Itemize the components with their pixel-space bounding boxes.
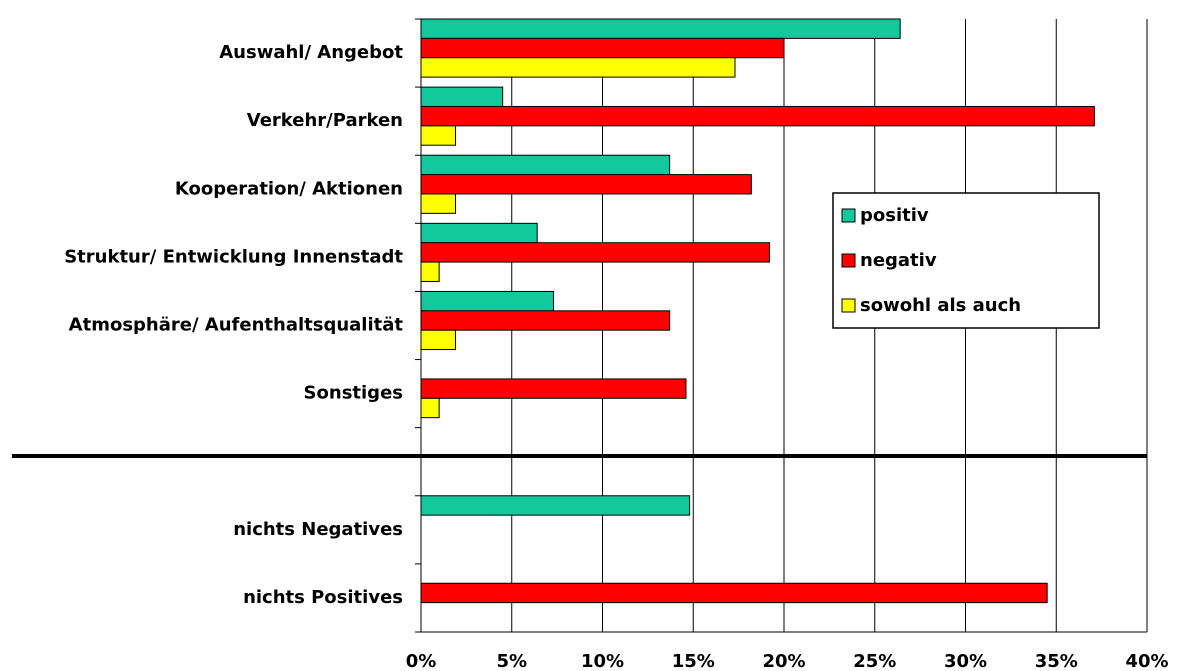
- x-tick-label: 35%: [1035, 651, 1078, 671]
- y-tick-label: nichts Negatives: [233, 519, 403, 540]
- bar: [420, 261, 440, 282]
- bar: [420, 242, 770, 263]
- bar: [420, 154, 671, 176]
- y-tick-label: nichts Positives: [243, 587, 403, 608]
- legend-swatch: [841, 298, 856, 313]
- bar: [420, 86, 504, 107]
- legend-label: positiv: [860, 205, 929, 226]
- x-tick-label: 0%: [406, 651, 437, 671]
- x-tick-label: 40%: [1125, 651, 1168, 671]
- bar: [420, 378, 687, 399]
- x-tick-label: 15%: [672, 651, 715, 671]
- y-tick-label: Sonstiges: [304, 383, 403, 404]
- bar: [420, 125, 456, 146]
- x-tick-label: 5%: [496, 651, 527, 671]
- legend-swatch: [841, 208, 856, 223]
- bar: [420, 222, 538, 244]
- bar: [420, 582, 1048, 604]
- bar: [420, 397, 440, 419]
- x-tick-label: 10%: [581, 651, 624, 671]
- y-tick-label: Auswahl/ Angebot: [219, 42, 403, 63]
- bar: [420, 193, 456, 214]
- x-tick-label: 30%: [944, 651, 987, 671]
- bar: [420, 329, 456, 351]
- y-tick-label: Kooperation/ Aktionen: [175, 178, 403, 199]
- x-tick-label: 20%: [762, 651, 805, 671]
- legend-label: sowohl als auch: [860, 295, 1021, 316]
- y-tick-label: Struktur/ Entwicklung Innenstadt: [64, 246, 403, 267]
- bar: [420, 18, 901, 39]
- bar: [420, 57, 736, 78]
- y-tick-label: Atmosphäre/ Aufenthaltsqualität: [69, 315, 404, 336]
- legend-swatch: [841, 253, 856, 268]
- bar: [420, 37, 785, 59]
- bar: [420, 495, 691, 516]
- legend-box: [832, 192, 1100, 329]
- bar: [420, 174, 752, 195]
- legend-label: negativ: [860, 250, 937, 271]
- y-tick-label: Verkehr/Parken: [247, 110, 403, 131]
- bar: [420, 290, 554, 312]
- x-tick-label: 25%: [853, 651, 896, 671]
- bar: [420, 310, 671, 331]
- bar: [420, 105, 1095, 127]
